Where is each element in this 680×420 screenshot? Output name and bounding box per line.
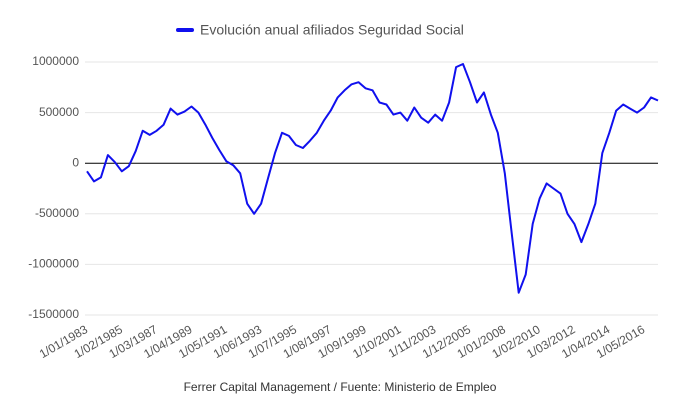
y-tick-label: 1000000 <box>32 54 79 68</box>
y-tick-label: -500000 <box>35 206 79 220</box>
y-tick-label: 0 <box>72 155 79 169</box>
data-line <box>86 63 659 294</box>
legend-label: Evolución anual afiliados Seguridad Soci… <box>200 22 464 38</box>
source-note: Ferrer Capital Management / Fuente: Mini… <box>184 380 497 394</box>
y-tick-label: -1000000 <box>28 257 79 271</box>
y-tick-label: 500000 <box>39 105 79 119</box>
y-tick-label: -1500000 <box>28 307 79 321</box>
